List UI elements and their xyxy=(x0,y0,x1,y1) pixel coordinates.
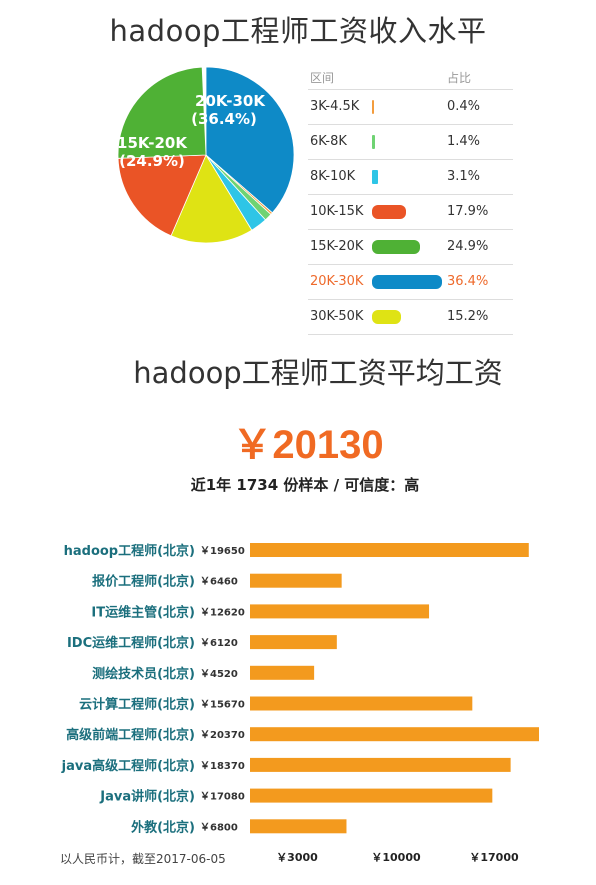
bar-value-label: ￥20370 xyxy=(200,730,245,741)
salary-pie-chart: 20K-30K (36.4%) 15K-20K (24.9%) xyxy=(118,66,295,244)
range-label: 10K-15K xyxy=(310,204,364,219)
range-label: 3K-4.5K xyxy=(310,99,360,114)
share-bar xyxy=(372,100,374,114)
bar-value-label: ￥17080 xyxy=(200,792,245,803)
x-tick-label: ￥17000 xyxy=(469,851,519,864)
share-value: 15.2% xyxy=(447,309,489,324)
bar-value-label: ￥4520 xyxy=(200,669,238,680)
table-row: 30K-50K 15.2% xyxy=(308,300,513,335)
pie-label-15k-20k-pct: (24.9%) xyxy=(119,152,185,170)
share-column-header: 占比 xyxy=(447,71,472,85)
table-row: 8K-10K 3.1% xyxy=(308,160,513,195)
distribution-title: hadoop工程师工资收入水平 xyxy=(109,14,487,48)
pie-slice-10k-15k xyxy=(118,154,207,237)
bar-value-label: ￥19650 xyxy=(200,546,245,557)
table-row: 15K-20K 24.9% xyxy=(308,230,513,265)
table-header: 区间 占比 xyxy=(308,64,513,90)
average-title: hadoop工程师工资平均工资 xyxy=(133,356,503,390)
salary-bar xyxy=(250,635,337,650)
share-value: 36.4% xyxy=(447,274,489,289)
salary-bar xyxy=(250,819,347,834)
bar-category-label: hadoop工程师(北京) xyxy=(64,543,195,559)
pie-slice-30k-50k xyxy=(170,154,253,244)
salary-bar xyxy=(250,665,315,680)
salary-bar xyxy=(250,757,511,772)
pie-slice-20k-30k xyxy=(205,66,295,214)
share-value: 24.9% xyxy=(447,239,489,254)
pie-label-20k-30k: 20K-30K xyxy=(195,92,266,110)
range-label: 8K-10K xyxy=(310,169,356,184)
bar-value-label: ￥6460 xyxy=(200,577,238,588)
range-label: 15K-20K xyxy=(310,239,364,254)
bar-category-label: IT运维主管(北京) xyxy=(91,604,195,620)
table-row: 10K-15K 17.9% xyxy=(308,195,513,230)
bar-category-label: 高级前端工程师(北京) xyxy=(66,727,195,743)
pie-label-20k-30k-pct: (36.4%) xyxy=(191,110,257,128)
bar-value-label: ￥6120 xyxy=(200,638,238,649)
bar-category-label: IDC运维工程师(北京) xyxy=(67,635,195,651)
pie-slice-15k-20k xyxy=(118,66,207,159)
salary-bar xyxy=(250,604,430,619)
salary-bar xyxy=(250,543,529,557)
share-bar xyxy=(372,205,407,219)
table-row: 6K-8K 1.4% xyxy=(308,125,513,160)
salary-bar xyxy=(250,727,539,742)
salary-bar xyxy=(250,696,473,711)
bar-category-label: 云计算工程师(北京) xyxy=(79,697,195,713)
share-value: 1.4% xyxy=(447,134,481,149)
bar-category-label: 外教(北京) xyxy=(130,819,195,835)
share-bar xyxy=(372,135,375,149)
salary-bar xyxy=(250,573,342,588)
average-salary-value: ￥20130 xyxy=(232,423,384,467)
share-bar xyxy=(372,310,402,324)
salary-bar xyxy=(250,788,493,803)
bar-value-label: ￥6800 xyxy=(200,822,238,833)
share-value: 17.9% xyxy=(447,204,489,219)
table-row: 3K-4.5K 0.4% xyxy=(308,90,513,125)
distribution-table: 区间 占比 3K-4.5K 0.4% 6K-8K 1.4% 8K-10K 3.1% 10K-… xyxy=(308,64,513,335)
bar-value-label: ￥18370 xyxy=(200,761,245,772)
range-label: 20K-30K xyxy=(310,274,364,289)
share-value: 0.4% xyxy=(447,99,481,114)
range-column-header: 区间 xyxy=(310,71,335,85)
bar-category-label: 测绘技术员(北京) xyxy=(92,666,195,682)
share-bar xyxy=(372,240,420,254)
share-value: 3.1% xyxy=(447,169,481,184)
share-bar xyxy=(372,170,378,184)
footnote: 以人民币计，截至2017-06-05 xyxy=(60,852,226,866)
bar-value-label: ￥12620 xyxy=(200,607,245,618)
sample-info: 近1年 1734 份样本 / 可信度：高 xyxy=(190,476,420,494)
x-tick-label: ￥3000 xyxy=(276,851,318,864)
bar-category-label: 报价工程师(北京) xyxy=(92,574,195,590)
bar-category-label: Java讲师(北京) xyxy=(99,789,195,805)
bar-category-label: java高级工程师(北京) xyxy=(61,758,195,774)
range-label: 30K-50K xyxy=(310,309,364,324)
job-salary-bar-chart: hadoop工程师(北京) ￥19650 报价工程师(北京) ￥6460 IT运维主管(… xyxy=(61,543,539,864)
bar-value-label: ￥15670 xyxy=(200,700,245,711)
pie-label-15k-20k: 15K-20K xyxy=(118,134,188,152)
x-tick-label: ￥10000 xyxy=(371,851,421,864)
range-label: 6K-8K xyxy=(310,134,347,149)
share-bar xyxy=(372,275,442,289)
table-row: 20K-30K 36.4% xyxy=(308,265,513,300)
